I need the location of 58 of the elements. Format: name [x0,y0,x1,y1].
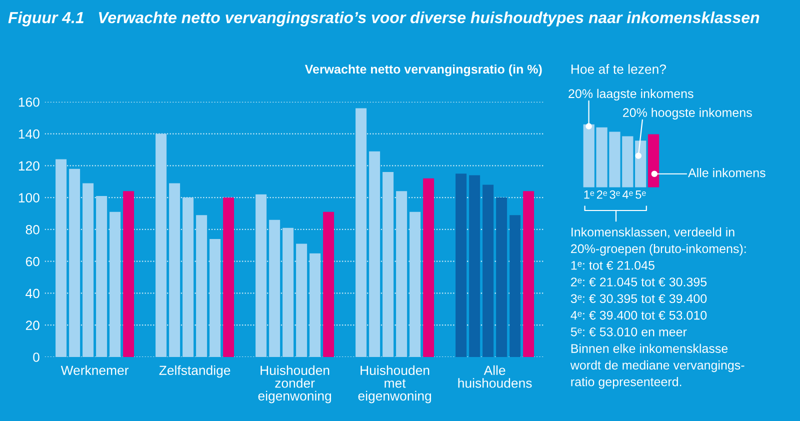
x-tick-label: 1ᵉ [584,190,594,199]
bar [210,239,221,358]
x-tick-label: Huishouden zonder eigenwoning [258,365,331,404]
bar [323,212,334,358]
y-tick-label: 80 [26,225,40,234]
bar [123,191,134,358]
x-tick-label: Huishouden met eigenwoning [358,365,431,404]
y-axis-title: Verwachte netto vervangingsratio (in %) [304,64,542,76]
bar [56,159,67,358]
bar [182,198,194,358]
bar [223,198,234,358]
x-tick-label: 2ᵉ [596,190,607,199]
y-tick-label: 0 [33,352,40,362]
y-tick-label: 40 [26,288,40,298]
x-tick-label: Zelfstandige [159,365,230,378]
bar [69,168,80,358]
x-tick-label: 4ᵉ [622,190,633,199]
bar [196,215,208,358]
x-tick-label: Alle huishoudens [458,365,532,388]
bar [256,194,267,358]
bar [482,184,494,358]
bar [523,191,534,358]
bar [269,220,280,358]
bar [310,253,321,358]
y-tick-label: 100 [18,193,40,202]
text: Inkomensklassen, verdeeld in 20%-groepen (bruto-inkomens): 1ᵉ: tot € 21.045 2ᵉ: € 21.045 tot € 30.395 3ᵉ: € 30.395 tot € 39.400 4ᵉ: € 39.400 tot € 53.010 5ᵉ: € 53.010 en meer Binnen elke inkomensklasse wordt de mediane vervangings- ratio gepresenteerd. [570,227,746,389]
text: Alle inkomens [688,168,766,178]
x-tick-label: 3ᵉ [610,190,620,199]
y-tick-label: 160 [18,97,40,107]
bar [410,212,421,358]
bar [382,172,394,358]
bar [356,108,367,358]
bar [648,134,660,188]
bar [496,198,508,358]
text: 20% laagste inkomens [568,88,694,101]
bar [456,174,467,358]
chart-title: Hoe af te lezen? [571,64,666,74]
bar [423,178,434,358]
text: 20% hoogste inkomens [623,108,752,120]
bar [469,175,480,358]
bar [96,196,108,358]
bar [635,140,646,188]
y-tick-label: 140 [18,129,40,139]
bar [296,244,308,358]
bar [369,151,380,358]
bar [156,134,167,358]
bar [396,191,408,358]
y-tick-label: 60 [26,256,40,266]
bar [282,228,294,358]
y-tick-label: 20 [26,320,40,330]
bar [82,183,94,358]
bar [510,215,521,358]
bar [169,183,180,358]
y-tick-label: 120 [18,161,40,171]
x-tick-label: Werknemer [60,365,129,376]
x-tick-label: 5ᵉ [636,190,646,199]
bar [110,212,121,358]
chart-title: Figuur 4.1 Verwachte netto vervangingsratio’s voor diverse huishoudtypes naar inkomensklassen [8,12,760,26]
